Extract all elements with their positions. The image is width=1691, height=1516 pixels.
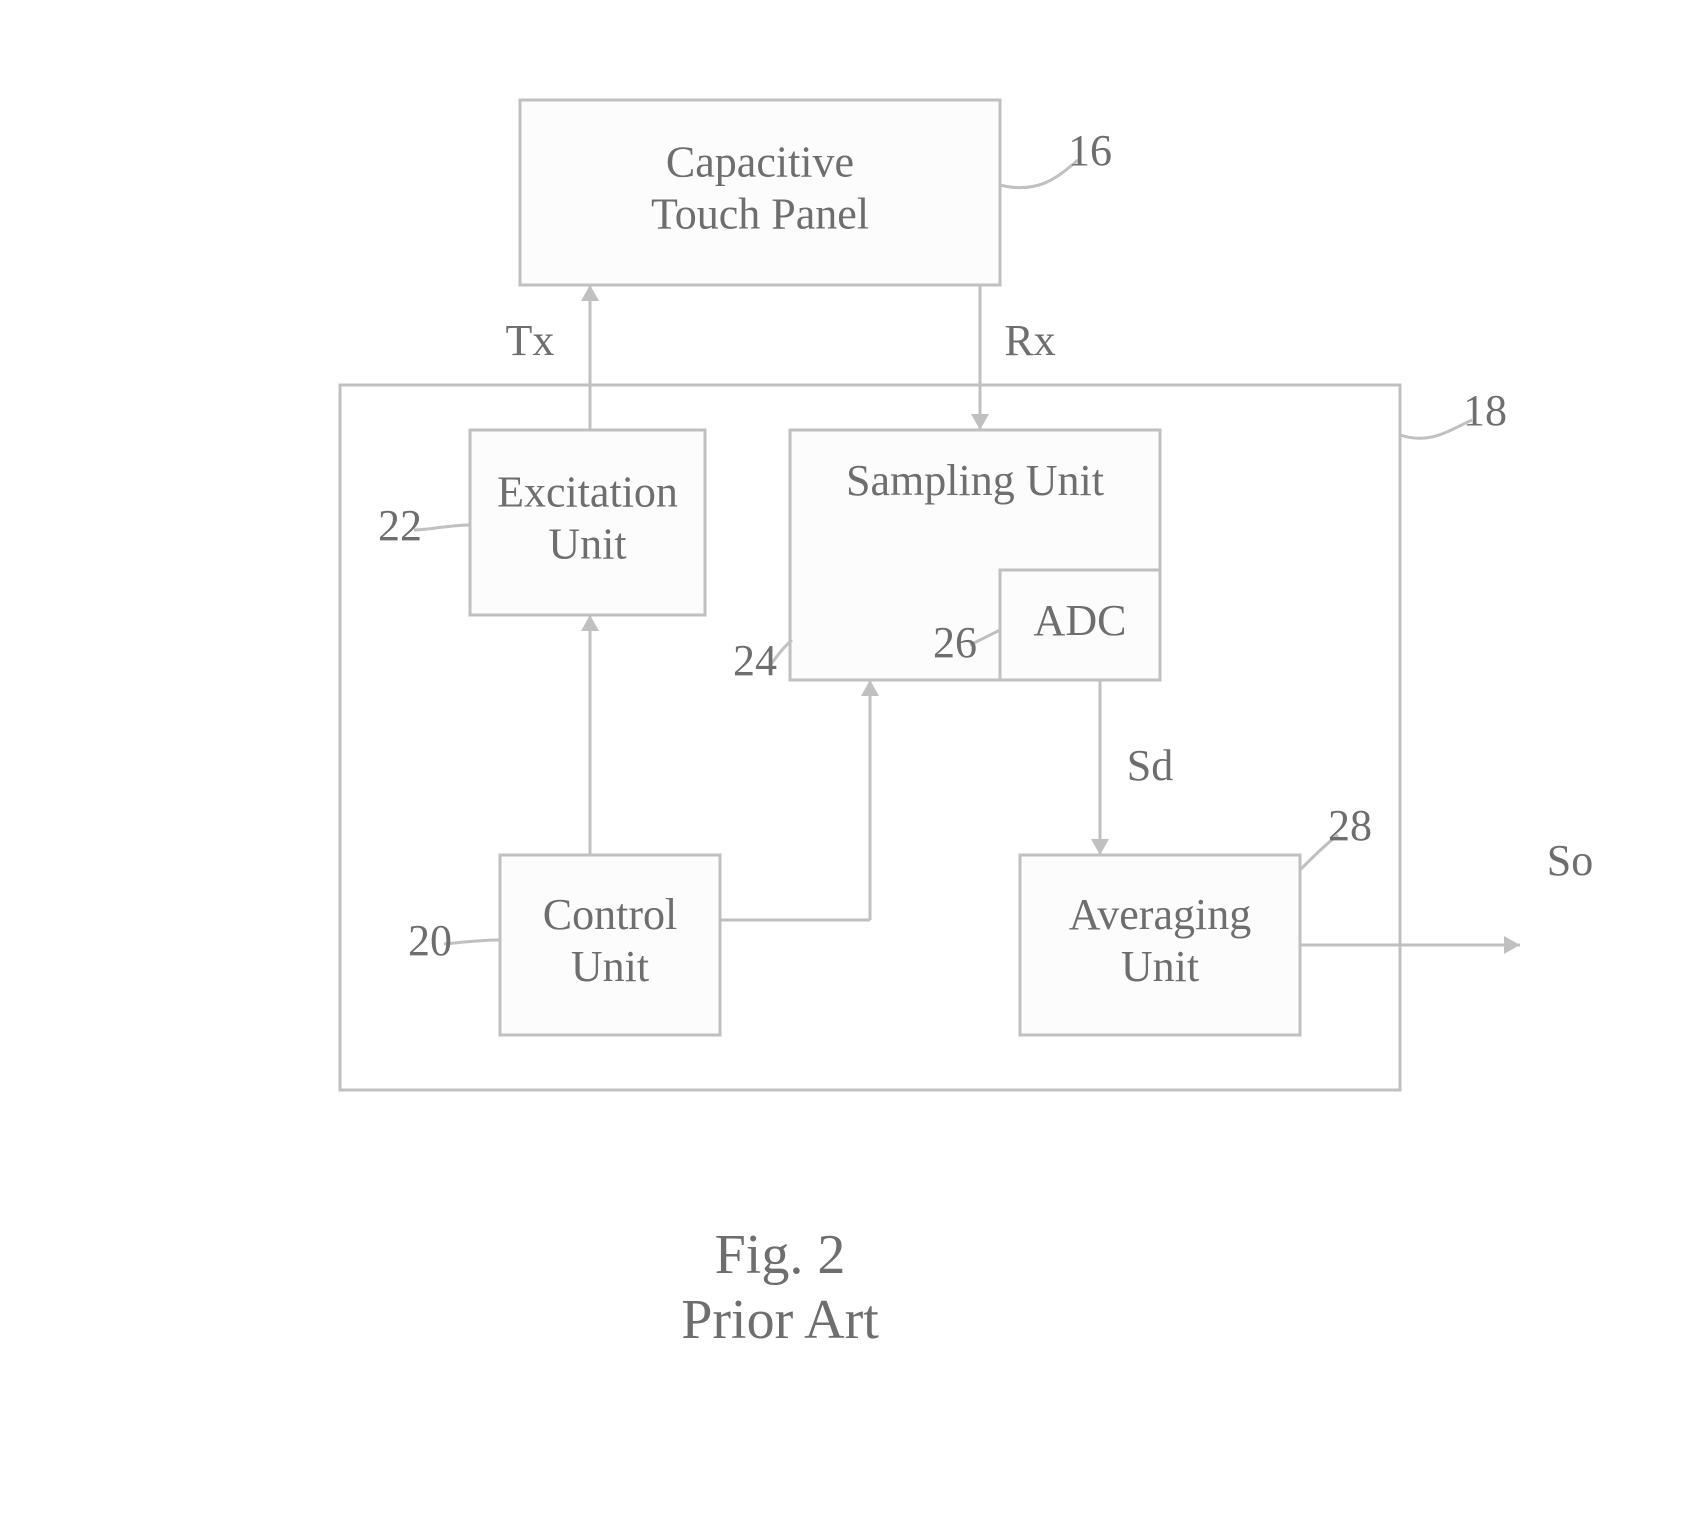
svg-text:ADC: ADC xyxy=(1034,596,1127,645)
svg-text:22: 22 xyxy=(378,501,422,550)
svg-text:28: 28 xyxy=(1328,801,1372,850)
svg-text:Fig. 2: Fig. 2 xyxy=(715,1224,846,1286)
svg-text:20: 20 xyxy=(408,916,452,965)
svg-text:Tx: Tx xyxy=(506,316,555,365)
svg-text:Capacitive: Capacitive xyxy=(666,138,854,187)
svg-text:Unit: Unit xyxy=(548,520,626,569)
svg-text:24: 24 xyxy=(733,636,777,685)
svg-text:So: So xyxy=(1547,836,1593,885)
svg-text:Excitation: Excitation xyxy=(497,468,678,517)
svg-text:Control: Control xyxy=(543,890,677,939)
svg-text:Averaging: Averaging xyxy=(1069,890,1251,939)
svg-text:Unit: Unit xyxy=(1121,942,1199,991)
svg-text:Sd: Sd xyxy=(1127,741,1173,790)
svg-text:16: 16 xyxy=(1068,126,1112,175)
svg-text:Touch Panel: Touch Panel xyxy=(651,190,869,239)
svg-text:18: 18 xyxy=(1463,386,1507,435)
svg-text:Sampling Unit: Sampling Unit xyxy=(846,456,1104,505)
svg-text:26: 26 xyxy=(933,618,977,667)
svg-text:Prior Art: Prior Art xyxy=(681,1289,879,1351)
svg-text:Rx: Rx xyxy=(1004,316,1055,365)
svg-text:Unit: Unit xyxy=(571,942,649,991)
